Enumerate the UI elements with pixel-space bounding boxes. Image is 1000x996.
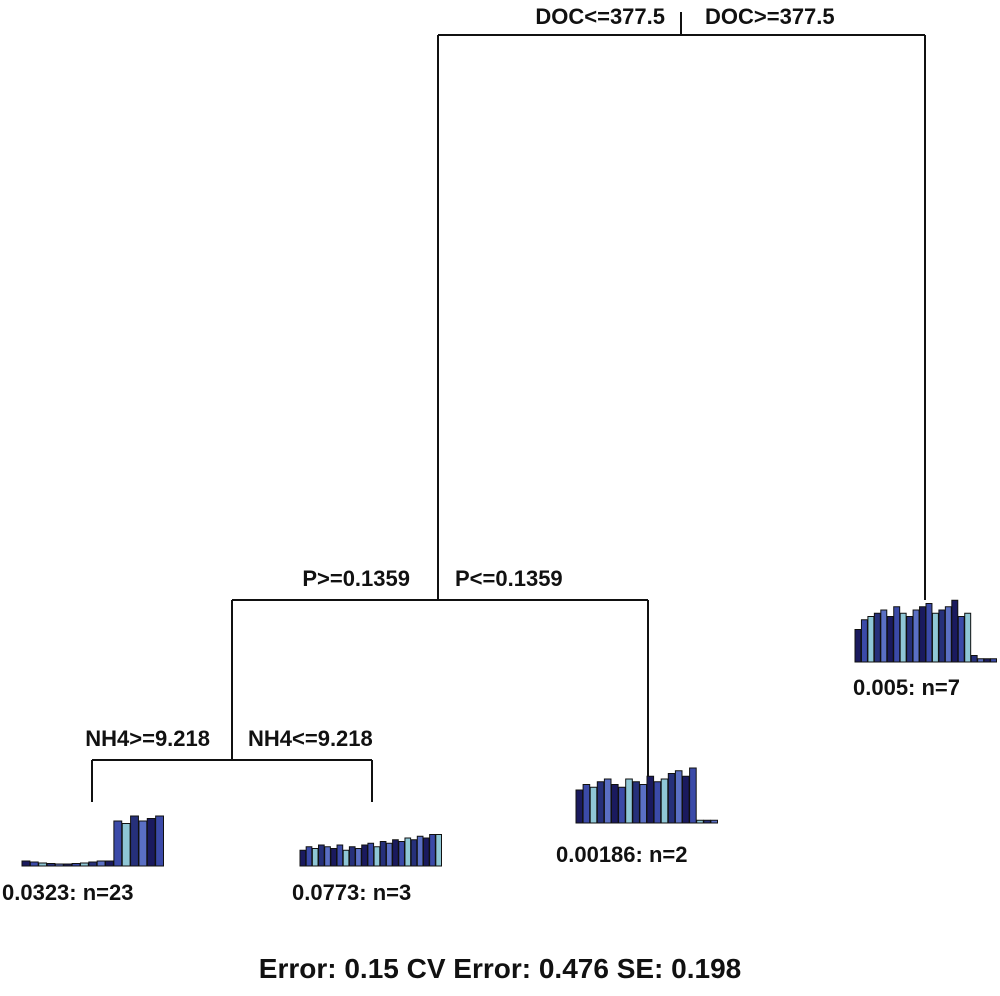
leaf-4-bar-8 <box>899 612 907 663</box>
leaf-2-bar-2 <box>305 846 313 867</box>
leaf-2-bar-8 <box>342 849 350 867</box>
leaf-4-bar-20 <box>977 658 985 663</box>
leaf-2-bar-23 <box>435 834 442 867</box>
leaf-2-bar-10 <box>355 848 362 867</box>
leaf-1-bar-13 <box>121 823 131 867</box>
leaf-2-bar-6 <box>330 848 338 867</box>
leaf-3-bar-10 <box>639 784 648 824</box>
leaf-3-bar-3 <box>589 786 598 824</box>
leaf-3-histogram <box>575 767 719 824</box>
leaf-2-bar-19 <box>410 839 418 867</box>
leaf-1-bar-2 <box>29 861 39 867</box>
leaf-1-bar-7 <box>71 863 81 867</box>
leaf-3-bar-13 <box>660 778 669 824</box>
leaf-3-bar-9 <box>632 781 640 824</box>
leaf-2-bar-1 <box>299 849 307 867</box>
leaf-2-bar-22 <box>429 834 436 867</box>
leaf-2-bar-15 <box>385 842 393 867</box>
leaf-4-bar-15 <box>944 606 952 663</box>
model-error-summary: Error: 0.15 CV Error: 0.476 SE: 0.198 <box>259 953 741 984</box>
leaf-2-bar-14 <box>379 841 387 867</box>
leaf-4-bar-4 <box>873 612 881 663</box>
leaf-3-bar-11 <box>646 775 655 824</box>
leaf-4-histogram <box>854 599 997 663</box>
leaf-4-bar-5 <box>880 609 888 663</box>
leaf-3-bar-8 <box>625 778 633 824</box>
root-left-split-label: DOC<=377.5 <box>535 4 665 29</box>
leaf-3-bar-7 <box>618 786 626 824</box>
nh4-right-split-label: NH4<=9.218 <box>248 726 373 751</box>
leaf-1-bar-16 <box>146 818 156 867</box>
leaf-3-bar-4 <box>596 781 605 824</box>
leaf-4-bar-1 <box>854 629 862 663</box>
leaf-3-bar-20 <box>710 819 719 824</box>
leaf-1-bar-8 <box>79 862 89 867</box>
nh4-left-split-label: NH4>=9.218 <box>85 726 210 751</box>
leaf-2-bar-12 <box>367 842 375 867</box>
leaf-1-bar-12 <box>113 820 123 867</box>
leaf-2-bar-4 <box>318 844 325 867</box>
leaf-4-bar-2 <box>860 619 868 663</box>
leaf-3-bar-19 <box>703 819 711 824</box>
p-left-split-label: P>=0.1359 <box>302 566 410 591</box>
leaf-2-bar-3 <box>311 848 319 867</box>
leaf-2-bar-13 <box>373 846 381 867</box>
leaf-1-bar-6 <box>63 863 73 867</box>
leaf-2-bar-17 <box>398 841 405 867</box>
leaf-4-bar-21 <box>983 658 991 663</box>
leaf-3-bar-5 <box>603 778 612 824</box>
leaf-3-bar-2 <box>582 784 591 824</box>
leaf-2-bar-5 <box>324 846 331 867</box>
leaf-2-bar-18 <box>404 837 412 867</box>
leaf-1-label: 0.0323: n=23 <box>2 880 133 905</box>
leaf-3-bar-15 <box>674 770 683 824</box>
leaf-1-bar-15 <box>138 820 148 867</box>
leaf-4-bar-13 <box>931 612 939 663</box>
leaf-1-bar-14 <box>130 815 139 867</box>
leaf-1-bar-9 <box>88 861 98 867</box>
p-right-split-label: P<=0.1359 <box>455 566 563 591</box>
leaf-4-bar-16 <box>951 599 959 663</box>
root-right-split-label: DOC>=377.5 <box>705 4 835 29</box>
leaf-2-bar-7 <box>336 844 344 867</box>
leaf-2-bar-20 <box>416 835 424 867</box>
leaf-3-bar-12 <box>653 781 662 824</box>
leaf-1-histogram <box>21 815 164 867</box>
leaf-3-bar-18 <box>696 819 704 824</box>
leaf-3-bar-16 <box>682 775 690 824</box>
leaf-3-bar-6 <box>611 784 619 824</box>
leaf-1-bar-11 <box>105 860 114 867</box>
leaf-4-bar-17 <box>957 616 965 663</box>
leaf-4-bar-7 <box>893 606 901 663</box>
leaf-1-bar-4 <box>46 863 56 867</box>
leaf-2-bar-16 <box>392 839 399 867</box>
leaf-2-histogram <box>299 834 442 867</box>
leaf-2-bar-9 <box>348 846 356 867</box>
leaf-3-label: 0.00186: n=2 <box>556 842 687 867</box>
leaf-3-bar-14 <box>667 773 676 824</box>
leaf-4-bar-19 <box>970 655 978 663</box>
leaf-4-bar-9 <box>906 616 914 663</box>
leaf-4-bar-22 <box>990 658 997 663</box>
leaf-1-bar-1 <box>21 860 31 867</box>
leaf-1-bar-3 <box>38 862 48 867</box>
leaf-1-bar-10 <box>96 860 106 867</box>
leaf-4-bar-14 <box>938 609 946 663</box>
leaf-1-bar-17 <box>155 815 164 867</box>
leaf-2-bar-21 <box>422 837 430 867</box>
leaf-4-bar-12 <box>925 603 933 663</box>
leaf-4-bar-6 <box>886 616 894 663</box>
leaf-3-bar-17 <box>689 767 697 824</box>
leaf-4-bar-18 <box>964 612 972 663</box>
leaf-4-bar-11 <box>919 606 926 663</box>
leaf-3-bar-1 <box>575 789 584 824</box>
leaf-1-bar-5 <box>54 863 64 867</box>
leaf-4-bar-3 <box>867 616 875 663</box>
leaf-2-label: 0.0773: n=3 <box>292 880 411 905</box>
leaf-4-bar-10 <box>912 609 920 663</box>
leaf-4-label: 0.005: n=7 <box>853 675 960 700</box>
leaf-2-bar-11 <box>361 844 368 867</box>
